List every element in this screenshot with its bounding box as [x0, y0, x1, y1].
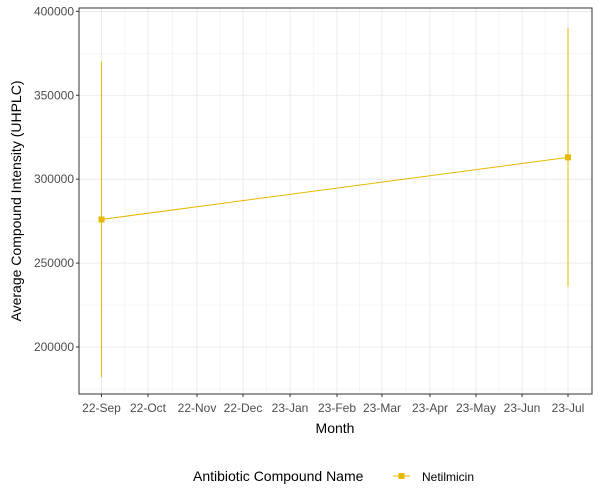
y-tick-label: 400000 [34, 4, 74, 18]
y-axis: 200000 250000 300000 350000 400000 [34, 4, 79, 354]
legend-key [393, 473, 410, 479]
legend-title: Antibiotic Compound Name [193, 468, 364, 484]
x-tick-label: 22-Sep [82, 401, 121, 415]
plot-panel-border [78, 7, 593, 395]
legend-key-marker [398, 473, 405, 479]
series-layer [98, 28, 571, 378]
data-point [565, 154, 571, 161]
data-point [98, 216, 105, 223]
x-tick-label: 23-Feb [318, 401, 356, 415]
minor-gridlines [79, 8, 592, 394]
x-axis-title: Month [316, 420, 355, 436]
y-tick-label: 350000 [34, 88, 74, 102]
y-tick-label: 200000 [34, 340, 74, 354]
x-tick-label: 22-Nov [178, 401, 217, 415]
x-tick-label: 23-Mar [363, 401, 401, 415]
x-tick-label: 23-Jul [552, 401, 585, 415]
series-line-netilmicin [101, 156, 569, 220]
x-tick-label: 23-Jan [272, 401, 309, 415]
x-tick-label: 23-Jun [504, 401, 541, 415]
x-axis: 22-Sep 22-Oct 22-Nov 22-Dec 23-Jan 23-Feb 23-M… [82, 394, 584, 415]
x-tick-label: 23-May [456, 401, 496, 415]
legend-label-netilmicin: Netilmicin [422, 470, 474, 484]
x-tick-label: 22-Oct [130, 401, 167, 415]
y-tick-label: 250000 [34, 256, 74, 270]
x-tick-label: 23-Apr [412, 401, 448, 415]
y-axis-title: Average Compound Intensity (UHPLC) [8, 81, 24, 322]
y-tick-label: 300000 [34, 172, 74, 186]
x-tick-label: 22-Dec [224, 401, 263, 415]
legend: Antibiotic Compound Name Netilmicin [193, 468, 474, 484]
